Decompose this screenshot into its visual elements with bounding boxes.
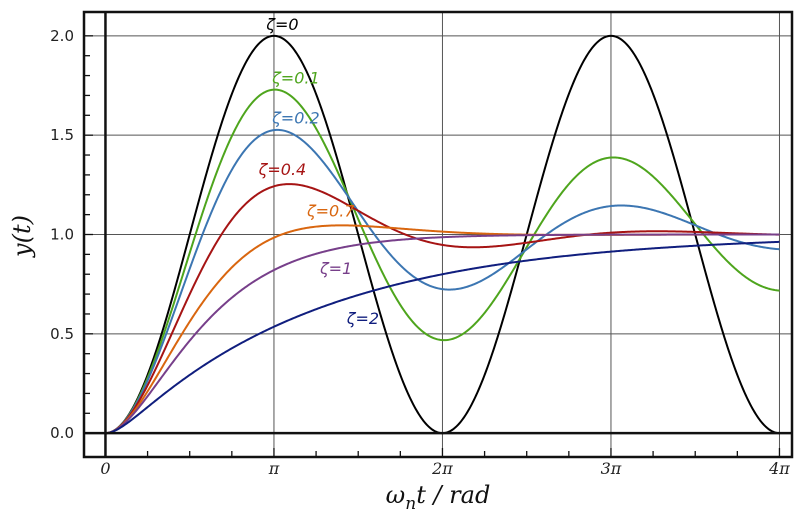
series-label: ζ=0.7 [306,202,355,221]
x-tick-label: 2π [431,459,453,478]
series-label: ζ=0.4 [258,160,307,179]
y-tick-label: 1.5 [50,126,74,144]
series-label: ζ=0.1 [271,69,320,88]
x-tick-label: 0 [100,459,110,478]
y-tick-label: 2.0 [50,27,74,45]
series-label: ζ=2 [346,309,379,328]
x-tick-label: π [268,459,280,478]
axes [82,10,794,459]
series-line [105,128,780,435]
series-label: ζ=1 [319,259,352,278]
x-tick-label: 4π [768,459,790,478]
series-lines [105,34,780,435]
series-line [105,240,780,435]
series-line [105,233,780,435]
tick-labels: 0 π 2π 3π 4π 0.0 0.5 1.0 1.5 2.0 [50,27,790,478]
series-line [105,183,780,435]
x-tick-label: 3π [601,459,622,478]
y-tick-label: 1.0 [50,226,74,244]
series-labels: ζ=0 ζ=0.1 ζ=0.2 ζ=0.4 ζ=0.7 ζ=1 ζ=2 [258,15,379,328]
series-label: ζ=0.2 [271,108,320,127]
series-line [105,88,780,435]
y-axis-label: y(t) [8,215,36,258]
x-axis-label: ωnt / rad [386,481,491,512]
series-label: ζ=0 [265,15,298,34]
y-tick-label: 0.0 [50,424,74,442]
y-tick-label: 0.5 [50,325,74,343]
